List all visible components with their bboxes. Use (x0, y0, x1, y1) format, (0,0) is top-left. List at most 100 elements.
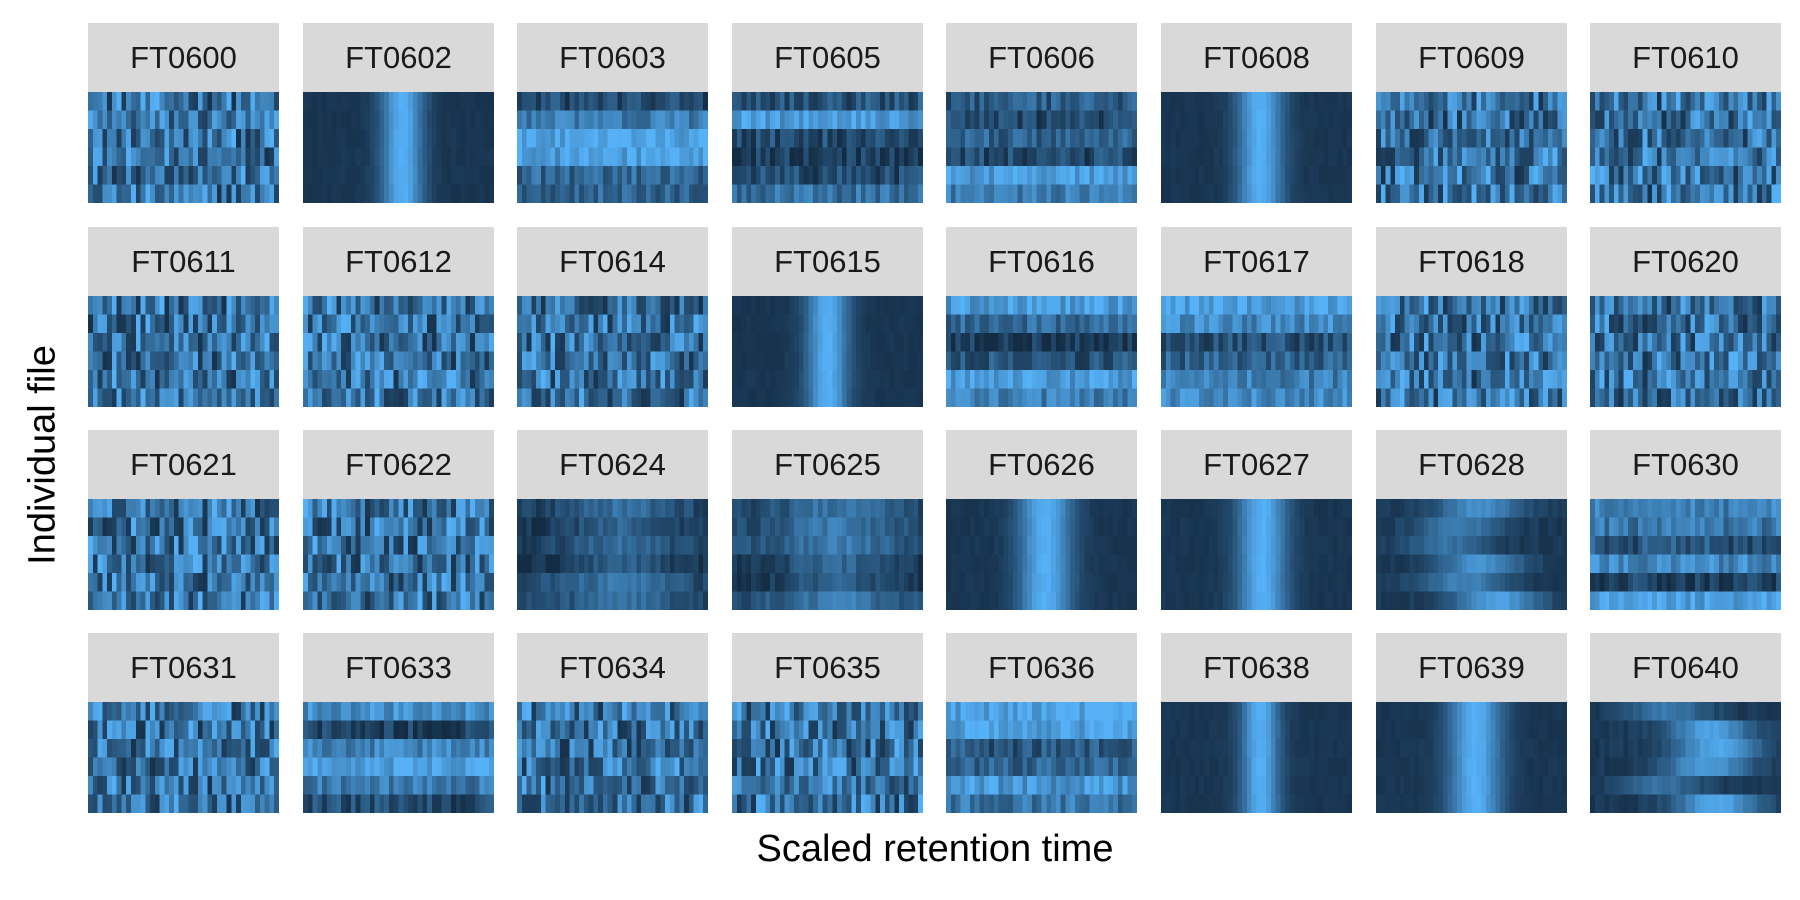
heatmap-cell (236, 184, 242, 203)
heatmap-cell (1709, 370, 1715, 389)
heatmap-cell (107, 129, 113, 148)
heatmap-cell (837, 370, 843, 389)
heatmap-cell (317, 573, 323, 592)
heatmap-cell (612, 351, 618, 371)
heatmap-cell (650, 370, 656, 389)
heatmap-cell (126, 296, 132, 315)
heatmap-cell (269, 147, 275, 167)
heatmap-cell (1027, 370, 1033, 389)
heatmap-cell (1079, 388, 1085, 407)
heatmap-cell (250, 536, 256, 555)
heatmap-cell (1347, 333, 1352, 352)
heatmap-cell (388, 591, 395, 610)
heatmap-cell (1017, 554, 1023, 574)
heatmap-cell (245, 517, 251, 537)
heatmap-cell (899, 333, 905, 352)
heatmap-cell (255, 184, 261, 203)
heatmap-cell (1461, 370, 1468, 389)
heatmap-cell (1738, 351, 1744, 371)
heatmap-cell (617, 554, 623, 574)
heatmap-cell (974, 314, 980, 334)
heatmap-cell (312, 129, 318, 148)
heatmap-cell (698, 517, 704, 537)
heatmap-cell (355, 314, 361, 334)
heatmap-cell (1623, 147, 1629, 167)
heatmap-cell (1718, 351, 1725, 371)
heatmap-cell (588, 314, 594, 334)
heatmap-cell (1332, 129, 1339, 148)
heatmap-cell (851, 296, 857, 315)
heatmap-cell (870, 591, 876, 610)
heatmap-cell (474, 166, 481, 185)
heatmap-cell (774, 536, 781, 555)
heatmap-cell (173, 536, 180, 555)
heatmap-cell (607, 536, 613, 555)
heatmap-cell (1495, 370, 1501, 389)
heatmap-cell (1423, 351, 1429, 371)
heatmap-cell (1304, 333, 1310, 352)
heatmap-cell (274, 499, 279, 518)
heatmap-cell (1227, 388, 1234, 407)
heatmap-cell (1203, 333, 1210, 352)
heatmap-cell (517, 499, 523, 518)
heatmap-cell (913, 517, 919, 537)
heatmap-cell (569, 499, 575, 518)
heatmap-cell (540, 517, 547, 537)
heatmap-cell (540, 499, 547, 518)
heatmap-cell (474, 370, 481, 389)
heatmap-cell (1070, 499, 1076, 518)
heatmap-cell (1447, 110, 1453, 130)
heatmap-cell (579, 370, 585, 389)
heatmap-cell (484, 314, 490, 334)
heatmap-cell (1079, 92, 1085, 111)
heatmap-cell (379, 591, 385, 610)
heatmap-cell (92, 166, 98, 185)
heatmap-cell (645, 296, 652, 315)
heatmap-cell (489, 166, 494, 185)
heatmap-cell (1666, 166, 1672, 185)
heatmap-cell (1671, 333, 1677, 352)
heatmap-cell (245, 370, 251, 389)
heatmap-cell (517, 333, 523, 352)
heatmap-cell (102, 370, 108, 389)
heatmap-cell (231, 314, 237, 334)
heatmap-cell (1017, 517, 1023, 537)
heatmap-cell (960, 333, 966, 352)
heatmap-cell (255, 92, 261, 111)
heatmap-cell (574, 499, 580, 518)
heatmap-cell (1538, 184, 1544, 203)
heatmap-cell (1117, 92, 1124, 111)
heatmap-cell (827, 517, 833, 537)
heatmap-cell (159, 166, 165, 185)
heatmap-cell (455, 499, 461, 518)
heatmap-cell (183, 110, 189, 130)
heatmap-cell (969, 184, 976, 203)
heatmap-cell (688, 166, 695, 185)
heatmap-cell (360, 499, 366, 518)
heatmap-cell (550, 314, 556, 334)
heatmap-cell (188, 184, 194, 203)
heatmap-cell (1404, 296, 1410, 315)
heatmap-cell (1457, 333, 1463, 352)
heatmap-cell (374, 110, 380, 130)
heatmap-cell (1309, 296, 1315, 315)
heatmap-cell (1275, 333, 1281, 352)
heatmap-cell (679, 184, 685, 203)
heatmap-cell (202, 388, 208, 407)
heatmap-cell (274, 573, 279, 592)
heatmap-cell (1079, 296, 1085, 315)
heatmap-cell (178, 554, 184, 574)
heatmap-cell (755, 166, 762, 185)
heatmap-cell (1304, 147, 1310, 167)
heatmap-cell (974, 166, 980, 185)
heatmap-cell (669, 573, 675, 592)
heatmap-cell (526, 129, 532, 148)
heatmap-cell (665, 166, 671, 185)
heatmap-cell (1098, 314, 1104, 334)
heatmap-cell (1079, 351, 1085, 371)
heatmap-cell (216, 554, 223, 574)
heatmap-cell (479, 333, 485, 352)
heatmap-cell (140, 370, 146, 389)
heatmap-cell (517, 110, 523, 130)
